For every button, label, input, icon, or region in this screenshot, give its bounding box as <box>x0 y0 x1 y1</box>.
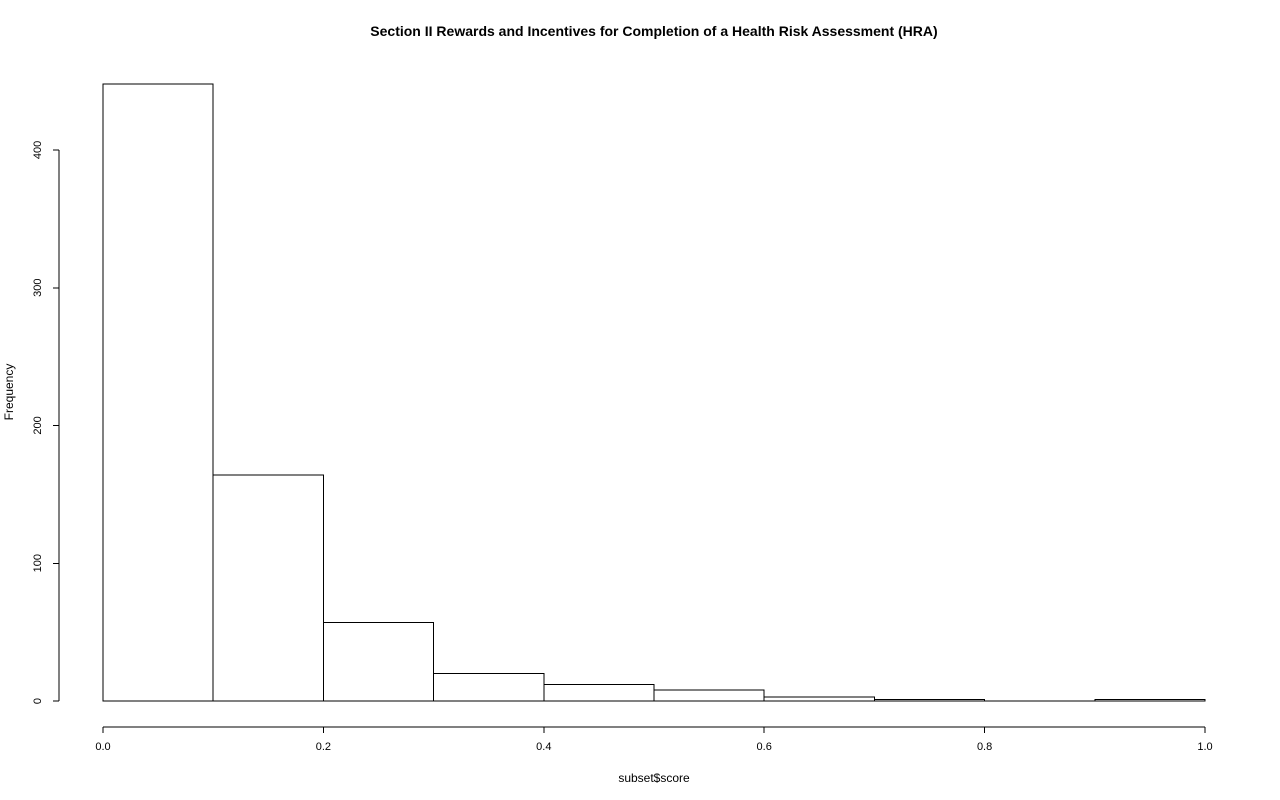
y-axis-label: Frequency <box>2 364 16 421</box>
histogram-bar <box>212 474 324 702</box>
histogram-bar <box>433 672 545 702</box>
x-tick-label: 1.0 <box>1197 741 1212 753</box>
y-tick-label: 200 <box>32 416 44 434</box>
x-axis-label: subset$score <box>618 771 690 785</box>
histogram-bar <box>322 621 435 702</box>
bars-group <box>102 83 1206 702</box>
x-tick-label: 0.4 <box>536 741 551 753</box>
x-tick-label: 0.0 <box>95 741 110 753</box>
histogram-bar <box>543 683 655 702</box>
y-tick-label: 300 <box>32 279 44 297</box>
x-tick-label: 0.6 <box>757 741 772 753</box>
x-tick-label: 0.8 <box>977 741 992 753</box>
x-tick-label: 0.2 <box>316 741 331 753</box>
x-axis: 0.0 0.2 0.4 0.6 0.8 1.0 <box>95 726 1213 753</box>
histogram-bar <box>102 83 214 702</box>
histogram-bar <box>653 689 765 702</box>
y-tick-label: 0 <box>32 698 44 704</box>
chart-title: Section II Rewards and Incentives for Co… <box>370 23 937 39</box>
y-tick-label: 100 <box>32 554 44 572</box>
y-tick-label: 400 <box>32 141 44 159</box>
y-axis: 0 100 200 300 400 <box>32 141 60 704</box>
histogram-bar <box>763 696 875 702</box>
